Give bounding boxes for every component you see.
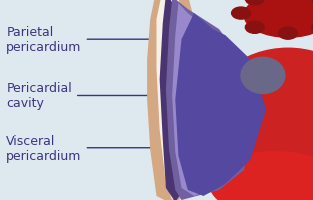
Ellipse shape xyxy=(245,22,264,34)
Polygon shape xyxy=(160,0,191,200)
Ellipse shape xyxy=(312,22,313,34)
Ellipse shape xyxy=(210,152,313,200)
Ellipse shape xyxy=(232,8,250,20)
Text: Pericardial
cavity: Pericardial cavity xyxy=(6,82,162,110)
Polygon shape xyxy=(175,14,266,196)
Ellipse shape xyxy=(245,0,264,6)
Polygon shape xyxy=(147,0,197,200)
Text: Visceral
pericardium: Visceral pericardium xyxy=(6,134,162,162)
Polygon shape xyxy=(156,0,188,200)
Ellipse shape xyxy=(244,0,313,38)
Ellipse shape xyxy=(312,0,313,6)
Ellipse shape xyxy=(279,28,297,40)
Polygon shape xyxy=(166,0,250,200)
Text: Parietal
pericardium: Parietal pericardium xyxy=(6,26,162,54)
Ellipse shape xyxy=(241,58,285,94)
Ellipse shape xyxy=(202,49,313,199)
Polygon shape xyxy=(172,4,250,196)
